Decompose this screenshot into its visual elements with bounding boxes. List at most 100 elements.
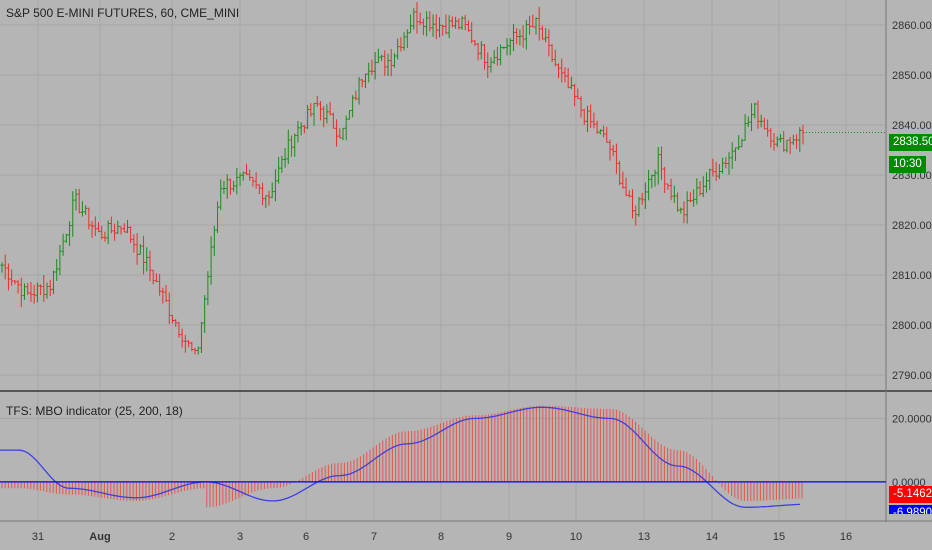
ohlc-bar (499, 44, 503, 66)
indicator-title: TFS: MBO indicator (25, 200, 18) (6, 404, 183, 418)
ohlc-bar (518, 29, 522, 46)
time-axis-tick-label: 6 (303, 531, 309, 543)
ohlc-bar (557, 63, 561, 79)
ohlc-bar (199, 321, 203, 353)
ohlc-bar (154, 273, 158, 283)
ohlc-bar (425, 11, 429, 37)
ohlc-bar (511, 23, 515, 52)
time-axis-tick-label: 8 (438, 531, 444, 543)
ohlc-bar (415, 2, 419, 34)
ohlc-bar (35, 282, 39, 303)
ohlc-bar (602, 125, 606, 138)
ohlc-bar (505, 38, 509, 56)
ohlc-bar (51, 270, 55, 295)
ohlc-bar (290, 135, 294, 157)
ohlc-bar (573, 83, 577, 107)
ohlc-bar (489, 57, 493, 73)
ohlc-bar (347, 110, 351, 120)
ohlc-bar (257, 184, 261, 195)
ohlc-bar (383, 50, 387, 76)
ohlc-bar (206, 271, 210, 306)
ohlc-bar (248, 169, 252, 181)
ohlc-bar (193, 347, 197, 355)
ohlc-bar (64, 233, 68, 243)
ohlc-bar (766, 119, 770, 137)
ohlc-bar (724, 157, 728, 169)
time-axis-tick-label: 10 (570, 531, 582, 543)
ohlc-bar (6, 263, 10, 291)
ohlc-bar (270, 182, 274, 199)
ohlc-bar (721, 157, 725, 174)
ohlc-bar (454, 16, 458, 29)
ohlc-bar (26, 282, 30, 295)
ohlc-bar (798, 127, 802, 152)
ohlc-bar (569, 76, 573, 90)
ohlc-bar (174, 319, 178, 327)
ohlc-bar (624, 177, 628, 197)
ohlc-bar (219, 179, 223, 211)
ohlc-bar (611, 144, 615, 157)
ohlc-bar (132, 234, 136, 253)
ohlc-bar (16, 280, 20, 294)
ohlc-bar (778, 134, 782, 143)
ohlc-bar (486, 52, 490, 79)
ohlc-bar (534, 17, 538, 35)
time-axis-tick-label: 9 (506, 531, 512, 543)
ohlc-bar (0, 262, 4, 273)
ohlc-bar (621, 171, 625, 189)
ohlc-bar (351, 95, 355, 118)
ohlc-bar (656, 146, 660, 185)
price-axis-tick-label: 2820.00 (892, 220, 932, 232)
ohlc-bar (354, 90, 358, 101)
ohlc-bar (13, 279, 17, 285)
ohlc-bar (772, 132, 776, 151)
ohlc-bar (479, 41, 483, 60)
ohlc-bar (23, 283, 27, 300)
ohlc-bar (331, 112, 335, 129)
price-axis-tick-label: 2810.00 (892, 270, 932, 282)
ohlc-bar (225, 174, 229, 199)
ohlc-bar (90, 221, 94, 238)
ohlc-bar (196, 346, 200, 355)
ohlc-bars (0, 2, 805, 355)
ohlc-bar (370, 59, 374, 76)
ohlc-bar (103, 231, 107, 242)
ohlc-bar (315, 95, 319, 107)
price-axis-tick-label: 2790.00 (892, 370, 932, 382)
ohlc-bar (187, 340, 191, 348)
time-axis-tick-label: 7 (371, 531, 377, 543)
ohlc-bar (631, 189, 635, 219)
ohlc-bar (232, 180, 236, 192)
ohlc-bar (299, 122, 303, 136)
mbo-value-label: -5.1462 (889, 486, 932, 503)
ohlc-bar (392, 53, 396, 68)
ohlc-bar (515, 28, 519, 45)
ohlc-bar (145, 247, 149, 272)
ohlc-bar (502, 46, 506, 50)
ohlc-bar (71, 191, 75, 237)
ohlc-bar (55, 259, 59, 281)
ohlc-bar (753, 102, 757, 119)
ohlc-bar (302, 125, 306, 134)
ohlc-bar (589, 104, 593, 128)
ohlc-bar (431, 14, 435, 37)
ohlc-bar (148, 250, 152, 282)
ohlc-bar (357, 76, 361, 105)
ohlc-bar (119, 226, 123, 235)
price-axis-tick-label: 2860.00 (892, 20, 932, 32)
ohlc-bar (614, 143, 618, 174)
ohlc-bar (32, 285, 36, 304)
ohlc-bar (373, 51, 377, 80)
ohlc-bar (77, 188, 81, 214)
ohlc-bar (254, 172, 258, 189)
ohlc-bar (293, 133, 297, 157)
ohlc-bar (399, 37, 403, 52)
ohlc-bar (167, 292, 171, 324)
ohlc-bar (540, 25, 544, 40)
ohlc-bar (466, 20, 470, 32)
ohlc-bar (251, 176, 255, 187)
ohlc-bar (576, 88, 580, 100)
ohlc-bar (386, 53, 390, 77)
